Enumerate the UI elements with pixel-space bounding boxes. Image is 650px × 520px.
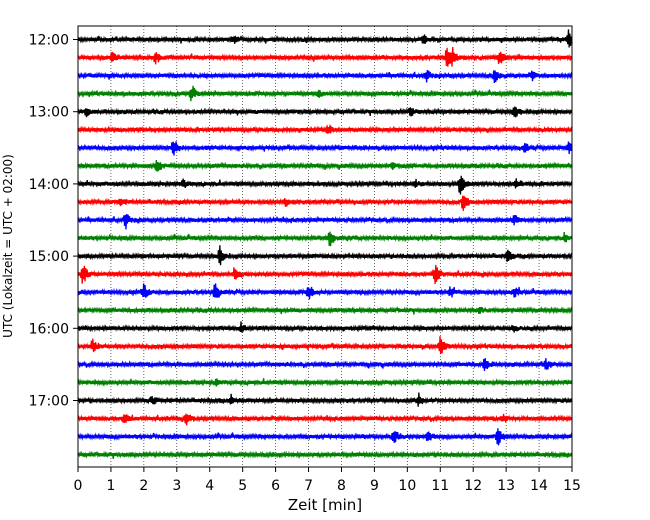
axis-ticks: 0 1 2 3 4 5 6 7 8 9 10 11 12 13 14 1512:0013:0014:0015:…	[29, 33, 581, 495]
y-tick-label: 16:00	[29, 321, 69, 337]
trace-1315	[77, 124, 573, 135]
x-tick-label: 13	[497, 478, 515, 494]
x-tick-label: 15	[563, 478, 581, 494]
x-tick-label: 4	[205, 478, 214, 494]
trace-1600	[77, 321, 573, 333]
plot-frame	[77, 25, 573, 468]
y-axis-label: UTC (Lokalzeit = UTC + 02:00)	[1, 154, 15, 338]
trace-1630	[77, 358, 573, 372]
trace-1530	[77, 283, 573, 300]
trace-1615	[77, 336, 573, 355]
trace-1715	[77, 413, 573, 426]
x-tick-label: 5	[238, 478, 247, 494]
x-axis-label: Zeit [min]	[288, 496, 362, 514]
x-tick-label: 2	[139, 478, 148, 494]
trace-1730	[77, 428, 573, 446]
trace-1700	[77, 392, 573, 407]
trace-1245	[77, 85, 573, 102]
x-tick-label: 10	[398, 478, 416, 494]
x-tick-label: 6	[271, 478, 280, 494]
y-tick-label: 13:00	[29, 105, 69, 121]
trace-1215	[77, 47, 573, 67]
x-tick-label: 3	[172, 478, 181, 494]
trace-1500	[77, 245, 573, 266]
y-tick-label: 12:00	[29, 33, 69, 49]
x-tick-label: 11	[431, 478, 449, 494]
y-tick-label: 17:00	[29, 394, 69, 410]
x-tick-label: 12	[464, 478, 482, 494]
y-tick-label: 14:00	[29, 177, 69, 193]
x-tick-label: 7	[304, 478, 313, 494]
trace-1415	[77, 195, 573, 211]
trace-1200	[77, 29, 573, 48]
trace-1745	[77, 450, 573, 460]
x-tick-label: 14	[530, 478, 548, 494]
x-tick-label: 8	[337, 478, 346, 494]
x-tick-label: 1	[106, 478, 115, 494]
trace-lines	[77, 29, 573, 460]
trace-1430	[77, 213, 573, 230]
trace-1400	[77, 175, 573, 195]
x-tick-label: 0	[74, 478, 83, 494]
trace-1230	[77, 70, 573, 84]
trace-1515	[77, 264, 573, 285]
trace-1330	[77, 141, 573, 156]
x-tick-label: 9	[370, 478, 379, 494]
trace-1345	[77, 159, 573, 172]
y-tick-label: 15:00	[29, 249, 69, 265]
trace-1300	[77, 106, 573, 118]
trace-1545	[77, 305, 573, 315]
trace-1645	[77, 378, 573, 387]
trace-1445	[77, 231, 573, 247]
